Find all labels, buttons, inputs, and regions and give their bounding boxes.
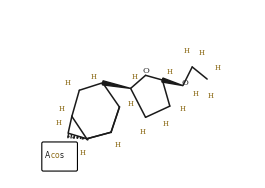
- Text: H: H: [198, 49, 205, 57]
- Text: A: A: [45, 152, 51, 160]
- Text: H: H: [208, 92, 214, 100]
- Text: H: H: [167, 68, 173, 76]
- Text: H: H: [140, 128, 146, 136]
- Text: H: H: [214, 64, 220, 72]
- FancyBboxPatch shape: [42, 142, 77, 171]
- Text: O: O: [182, 79, 189, 87]
- Text: O: O: [142, 67, 149, 75]
- Text: H: H: [131, 73, 137, 81]
- Text: o: o: [55, 152, 60, 160]
- Text: H: H: [184, 47, 190, 55]
- Text: H: H: [180, 105, 186, 113]
- Polygon shape: [102, 81, 131, 88]
- Text: H: H: [56, 119, 62, 127]
- Text: H: H: [128, 100, 134, 108]
- Text: c: c: [51, 152, 55, 160]
- Text: H: H: [114, 141, 121, 149]
- Text: H: H: [59, 105, 65, 113]
- Polygon shape: [162, 78, 183, 86]
- Text: H: H: [90, 73, 96, 81]
- Text: H: H: [163, 120, 169, 128]
- Text: H: H: [193, 90, 199, 98]
- Text: H: H: [65, 79, 71, 87]
- Text: s: s: [60, 152, 64, 160]
- Text: H: H: [80, 149, 86, 157]
